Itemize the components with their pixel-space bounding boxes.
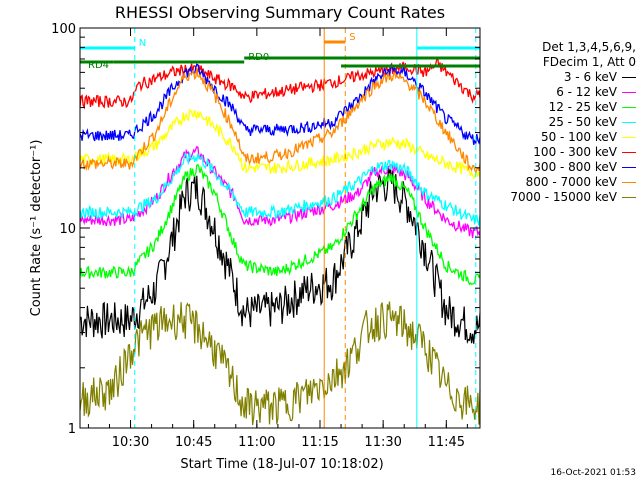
x-tick-label-0: 10:30 bbox=[112, 435, 149, 450]
x-tick-label-3: 11:15 bbox=[301, 435, 338, 450]
series-line-5 bbox=[79, 58, 481, 110]
legend-label: 7000 - 15000 keV bbox=[510, 190, 617, 204]
legend-swatch bbox=[622, 122, 636, 123]
legend-entries: 3 - 6 keV 6 - 12 keV 12 - 25 keV 25 - 50 ke… bbox=[482, 70, 638, 205]
flag-label-n: N bbox=[139, 38, 146, 49]
x-tick-label-1: 10:45 bbox=[175, 435, 212, 450]
legend-swatch bbox=[622, 137, 636, 138]
x-tick-label-2: 11:00 bbox=[238, 435, 275, 450]
legend-entry: 100 - 300 keV bbox=[482, 145, 638, 160]
legend-label: 3 - 6 keV bbox=[563, 70, 617, 84]
legend-header-line-1: Det 1,3,4,5,6,9, bbox=[542, 40, 636, 54]
x-axis-label: Start Time (18-Jul-07 10:18:02) bbox=[180, 457, 383, 472]
plot-marks: NRD0RD4S bbox=[79, 28, 481, 428]
legend-swatch bbox=[622, 107, 636, 108]
legend-entry: 12 - 25 keV bbox=[482, 100, 638, 115]
legend-swatch bbox=[622, 92, 636, 93]
legend: Det 1,3,4,5,6,9, FDecim 1, Att 0 3 - 6 k… bbox=[482, 40, 638, 205]
chart-title: RHESSI Observing Summary Count Rates bbox=[115, 3, 445, 22]
flag-label-s: S bbox=[349, 32, 355, 43]
legend-header-line-2: FDecim 1, Att 0 bbox=[542, 55, 636, 69]
series-line-1 bbox=[79, 145, 481, 239]
legend-label: 6 - 12 keV bbox=[556, 85, 617, 99]
legend-entry: 6 - 12 keV bbox=[482, 85, 638, 100]
x-tick-label-4: 11:30 bbox=[364, 435, 401, 450]
footer-timestamp: 16-Oct-2021 01:53 bbox=[550, 468, 636, 478]
legend-entry: 3 - 6 keV bbox=[482, 70, 638, 85]
series-line-6 bbox=[79, 62, 481, 146]
legend-label: 25 - 50 keV bbox=[548, 115, 617, 129]
series-line-0 bbox=[79, 167, 481, 345]
series-line-7 bbox=[79, 68, 481, 175]
flag-label-rd4: RD4 bbox=[88, 60, 109, 71]
legend-entry: 300 - 800 keV bbox=[482, 160, 638, 175]
legend-label: 12 - 25 keV bbox=[548, 100, 617, 114]
legend-entry: 7000 - 15000 keV bbox=[482, 190, 638, 205]
y-tick-label-1: 10 bbox=[59, 222, 76, 237]
series-line-4 bbox=[79, 108, 481, 180]
legend-swatch bbox=[622, 197, 636, 198]
legend-entry: 25 - 50 keV bbox=[482, 115, 638, 130]
legend-label: 100 - 300 keV bbox=[533, 145, 617, 159]
y-axis-label: Count Rate (s⁻¹ detector⁻¹) bbox=[29, 140, 44, 317]
legend-swatch bbox=[622, 152, 636, 153]
legend-label: 800 - 7000 keV bbox=[525, 175, 617, 189]
axes: 10:30 10:45 11:00 11:15 11:30 11:45 1 10 100 bbox=[51, 22, 480, 450]
legend-entry: 800 - 7000 keV bbox=[482, 175, 638, 190]
y-tick-label-2: 100 bbox=[51, 22, 76, 37]
legend-swatch bbox=[622, 167, 636, 168]
x-tick-label-5: 11:45 bbox=[428, 435, 465, 450]
legend-swatch bbox=[622, 182, 636, 183]
series-line-2 bbox=[79, 163, 481, 286]
y-tick-label-0: 1 bbox=[68, 422, 76, 437]
legend-label: 50 - 100 keV bbox=[540, 130, 617, 144]
series-line-3 bbox=[79, 152, 481, 228]
series-line-8 bbox=[79, 301, 481, 426]
legend-label: 300 - 800 keV bbox=[533, 160, 617, 174]
legend-entry: 50 - 100 keV bbox=[482, 130, 638, 145]
legend-swatch bbox=[622, 77, 636, 78]
